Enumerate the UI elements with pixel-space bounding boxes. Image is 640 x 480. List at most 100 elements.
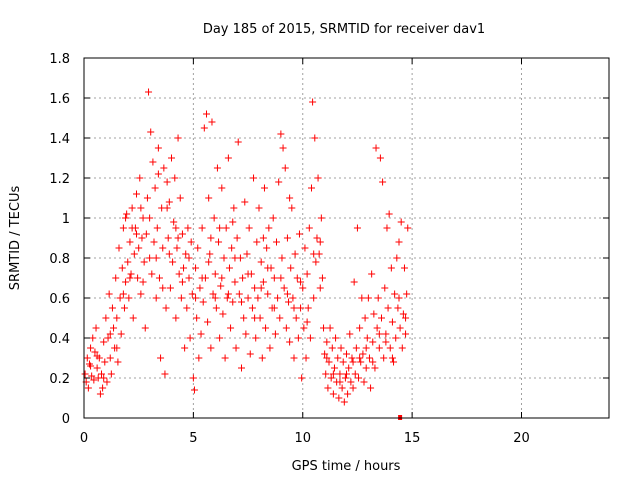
data-point (322, 370, 330, 378)
data-point (288, 204, 296, 212)
data-point (126, 274, 134, 282)
data-point (273, 238, 280, 246)
data-point (224, 154, 232, 162)
data-point (127, 270, 135, 278)
data-point (146, 214, 154, 222)
data-point (159, 284, 167, 292)
data-point (324, 384, 332, 392)
data-point (211, 294, 219, 302)
data-point (104, 334, 112, 342)
data-point (135, 244, 143, 252)
data-point (166, 284, 174, 292)
data-point (264, 264, 272, 272)
data-point (266, 344, 274, 352)
data-point (239, 274, 247, 282)
data-point (192, 294, 200, 302)
data-point (141, 324, 149, 332)
data-point (229, 218, 237, 226)
data-point (229, 298, 237, 306)
data-point (187, 238, 195, 246)
data-point (184, 224, 192, 232)
data-point (146, 254, 154, 262)
data-point (368, 270, 376, 278)
data-point (153, 224, 161, 232)
data-point (102, 314, 110, 322)
data-point (363, 334, 371, 342)
grid-lines (84, 58, 609, 418)
data-point (275, 178, 283, 186)
data-point (115, 244, 123, 252)
data-point (327, 374, 335, 382)
data-point (227, 324, 235, 332)
y-tick-label: 0.4 (49, 332, 70, 347)
data-point (92, 324, 100, 332)
data-point (301, 244, 309, 252)
data-point (165, 198, 173, 206)
data-point (277, 130, 285, 138)
data-point (186, 334, 194, 342)
data-points (81, 88, 412, 420)
data-point (90, 376, 98, 384)
data-point (379, 178, 387, 186)
data-point (364, 294, 372, 302)
data-point (320, 324, 328, 332)
data-point (213, 164, 221, 172)
data-point (244, 294, 252, 302)
data-point (244, 270, 252, 278)
data-point (248, 304, 256, 312)
data-point (197, 330, 205, 338)
data-point (260, 184, 268, 192)
data-point (152, 294, 160, 302)
data-point (382, 338, 390, 346)
data-point (316, 284, 324, 292)
y-tick-label: 0.6 (49, 292, 70, 307)
data-point (300, 324, 308, 332)
data-point (91, 348, 99, 356)
data-point (200, 124, 208, 132)
y-tick-label: 1.6 (49, 92, 70, 107)
data-point (334, 354, 342, 362)
data-point (216, 224, 224, 232)
data-point (89, 334, 97, 342)
data-point (93, 352, 101, 360)
data-point (277, 274, 285, 282)
data-point (100, 374, 108, 382)
data-point (314, 174, 322, 182)
data-point (263, 244, 271, 252)
data-point (393, 254, 401, 262)
data-point (356, 324, 364, 332)
x-tick-label: 0 (80, 431, 88, 446)
data-point (299, 284, 307, 292)
data-point (325, 358, 333, 366)
data-point (140, 258, 148, 266)
data-point (125, 294, 133, 302)
data-point (361, 314, 369, 322)
data-point (233, 234, 241, 242)
data-point (343, 350, 350, 358)
data-point (323, 338, 331, 346)
data-point (286, 194, 294, 202)
data-point (137, 204, 145, 212)
data-point (357, 358, 365, 366)
data-point (126, 238, 134, 246)
y-tick-label: 1.8 (49, 52, 70, 67)
data-point (262, 324, 270, 332)
data-point (246, 350, 254, 358)
data-point (101, 358, 109, 366)
data-point (259, 278, 267, 286)
data-point (339, 358, 347, 366)
data-point (265, 224, 273, 232)
data-point (321, 350, 329, 358)
data-point (106, 330, 114, 338)
data-point (231, 278, 239, 286)
data-point (251, 314, 259, 322)
data-point (147, 128, 155, 136)
data-point (216, 334, 224, 342)
data-point (133, 190, 140, 198)
data-point (274, 294, 282, 302)
data-point (378, 314, 385, 322)
y-tick-label: 1 (62, 212, 70, 227)
data-point (190, 386, 198, 394)
data-point (142, 230, 150, 238)
data-point (162, 304, 170, 312)
